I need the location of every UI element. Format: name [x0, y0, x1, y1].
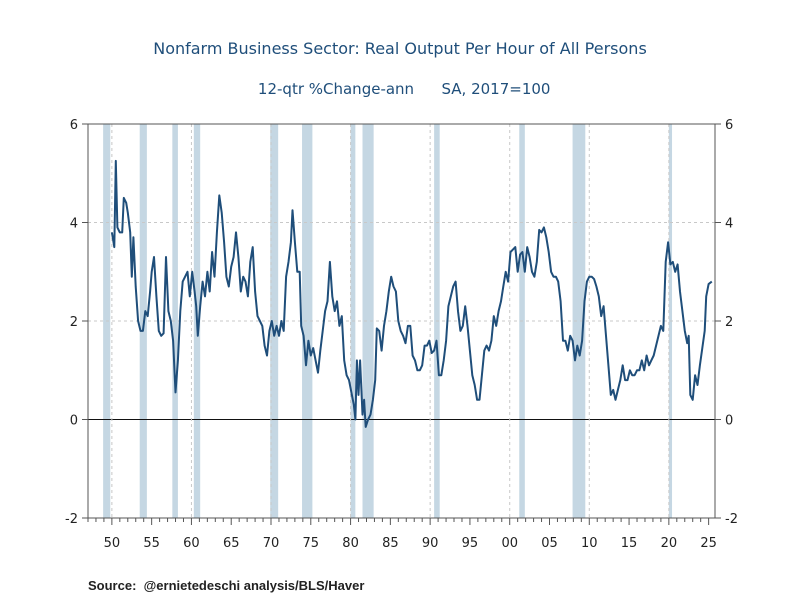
recession-band-5 — [302, 124, 313, 518]
chart-subtitle-right: SA, 2017=100 — [442, 80, 551, 98]
source-note: Source: @ernietedeschi analysis/BLS/Have… — [88, 578, 365, 593]
x-tick-label: 60 — [183, 536, 200, 551]
chart-subtitle-left: 12-qtr %Change-ann — [258, 80, 414, 98]
x-tick-label: 50 — [104, 536, 121, 551]
y-tick-label-right: -2 — [725, 512, 738, 527]
x-tick-label: 65 — [223, 536, 240, 551]
y-tick-label-right: 4 — [725, 217, 733, 232]
series-line — [110, 159, 713, 428]
y-tick-label-right: 0 — [725, 414, 733, 429]
x-tick-label: 25 — [700, 536, 717, 551]
x-tick-label: 55 — [143, 536, 160, 551]
y-tick-label-right: 2 — [725, 315, 733, 330]
x-tick-label: 70 — [263, 536, 280, 551]
x-tick-label: 75 — [303, 536, 320, 551]
y-tick-label-left: 4 — [70, 217, 78, 232]
x-tick-label: 10 — [581, 536, 598, 551]
y-tick-label-left: 0 — [70, 414, 78, 429]
recession-band-2 — [172, 124, 178, 518]
x-tick-label: 15 — [621, 536, 638, 551]
x-tick-label: 20 — [661, 536, 678, 551]
y-tick-label-left: 2 — [70, 315, 78, 330]
x-tick-label: 00 — [501, 536, 518, 551]
x-tick-label: 05 — [541, 536, 558, 551]
x-tick-label: 95 — [462, 536, 479, 551]
gridlines — [88, 124, 715, 518]
recession-band-7 — [362, 124, 374, 518]
y-tick-label-right: 6 — [725, 118, 733, 133]
x-tick-label: 80 — [342, 536, 359, 551]
chart-title: Nonfarm Business Sector: Real Output Per… — [153, 39, 647, 58]
x-tick-label: 85 — [382, 536, 399, 551]
x-tick-label: 90 — [422, 536, 439, 551]
y-tick-label-left: -2 — [65, 512, 78, 527]
axes: -2 -20 02 24 46 650 55 60 65 70 75 80 85 90 95 00 05 10 15… — [65, 118, 738, 551]
y-tick-label-left: 6 — [70, 118, 78, 133]
